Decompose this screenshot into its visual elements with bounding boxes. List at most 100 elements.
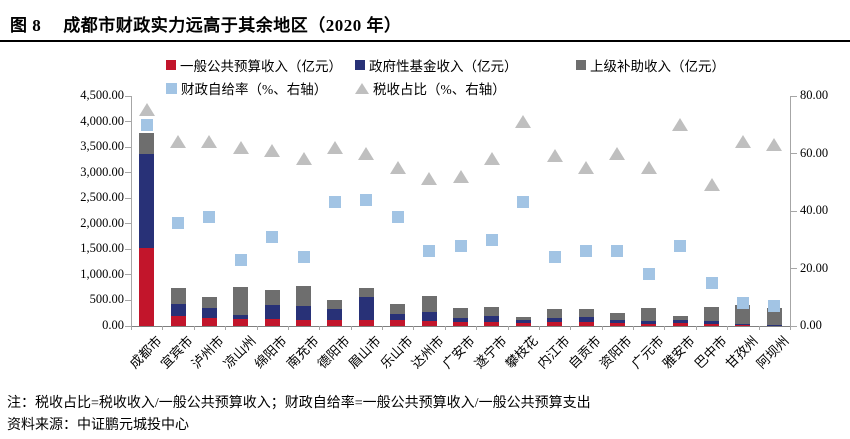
y-axis-tick-label: 0.00 xyxy=(102,318,124,332)
x-axis-tick xyxy=(507,326,509,330)
red-square-icon xyxy=(166,60,176,70)
bar-segment xyxy=(170,316,186,326)
x-axis-label: 内江市 xyxy=(534,333,573,372)
x-axis-label: 凉山州 xyxy=(220,333,259,372)
scatter-marker-square xyxy=(674,239,687,252)
scatter-marker-square xyxy=(611,245,624,258)
y-axis-left xyxy=(131,96,132,326)
bar-segment xyxy=(609,323,625,326)
gray-triangle-icon xyxy=(355,82,369,94)
bar-segment xyxy=(453,307,468,319)
bar-segment xyxy=(233,286,249,315)
bar-segment xyxy=(201,308,217,319)
y-axis-tick-label: 500.00 xyxy=(89,292,124,307)
bar-segment xyxy=(641,308,657,322)
bar-segment xyxy=(484,307,500,317)
scatter-marker-square xyxy=(266,230,279,243)
y-axis-tick xyxy=(125,95,131,97)
x-axis-label: 自贡市 xyxy=(565,333,604,372)
gray-square-icon xyxy=(576,60,586,70)
x-axis xyxy=(131,326,791,327)
scatter-marker-triangle xyxy=(358,146,375,160)
bar-segment xyxy=(704,324,720,326)
bar-segment xyxy=(484,316,500,322)
lightblue-square-icon xyxy=(166,82,177,94)
legend-label: 税收占比（%、右轴） xyxy=(373,82,506,97)
y-axis-tick-label: 1,500.00 xyxy=(80,241,124,256)
x-axis-label: 甘孜州 xyxy=(722,333,761,372)
x-axis-tick xyxy=(193,326,195,330)
y-axis-tick xyxy=(125,248,131,250)
x-axis-tick xyxy=(225,326,227,330)
footnote: 注：税收占比=税收收入/一般公共预算收入；财政自给率=一般公共预算收入/一般公共… xyxy=(7,396,591,411)
x-axis-tick xyxy=(633,326,635,330)
bar-segment xyxy=(390,313,406,320)
x-axis-label: 德阳市 xyxy=(314,333,353,372)
scatter-marker-triangle xyxy=(546,149,563,163)
x-axis-label: 泸州市 xyxy=(188,333,228,372)
legend-label: 一般公共预算收入（亿元） xyxy=(180,59,342,74)
y-axis-tick-label: 40.00 xyxy=(800,203,829,217)
y-axis-tick xyxy=(791,95,797,97)
legend-label: 政府性基金收入（亿元） xyxy=(369,59,518,74)
scatter-marker-triangle xyxy=(766,137,783,151)
scatter-marker-triangle xyxy=(578,160,595,174)
bar-segment xyxy=(735,324,751,326)
legend-item-tax-share: 税收占比（%、右轴） xyxy=(355,78,506,98)
scatter-marker-triangle xyxy=(672,117,689,131)
bar-segment xyxy=(296,319,312,326)
legend-label: 财政自给率（%、右轴） xyxy=(181,82,328,97)
y-axis-tick xyxy=(791,325,797,327)
bar-segment xyxy=(609,319,625,324)
scatter-marker-triangle xyxy=(170,135,187,148)
bar-segment xyxy=(641,323,657,326)
scatter-marker-triangle xyxy=(734,135,751,148)
y-axis-tick xyxy=(125,146,131,148)
x-axis-tick xyxy=(287,326,289,330)
bar-segment xyxy=(672,320,688,324)
x-axis-tick xyxy=(570,326,572,330)
bar-segment xyxy=(358,288,374,297)
x-axis-label: 绵阳市 xyxy=(251,333,290,372)
figure-title-text: 成都市财政实力远高于其余地区（2020 年） xyxy=(63,16,402,35)
bar-segment xyxy=(421,320,437,326)
bar-segment xyxy=(515,319,531,323)
bar-segment xyxy=(233,314,249,320)
legend-label: 上级补助收入（亿元） xyxy=(590,59,725,74)
bar-segment xyxy=(609,312,625,320)
bar-segment xyxy=(547,308,563,319)
x-axis-label: 达州市 xyxy=(408,333,447,372)
y-axis-tick xyxy=(125,299,131,301)
x-axis-label: 阿坝州 xyxy=(753,333,793,372)
bar-segment xyxy=(201,318,217,326)
bar-segment xyxy=(641,321,657,324)
bar-segment xyxy=(139,154,155,249)
scatter-marker-square xyxy=(580,245,593,258)
y-axis-tick xyxy=(791,268,797,269)
x-axis-label: 雅安市 xyxy=(659,333,698,372)
legend-item-general-budget-revenue: 一般公共预算收入（亿元） xyxy=(166,55,342,75)
scatter-marker-square xyxy=(203,210,216,223)
x-axis-label: 遂宁市 xyxy=(471,333,510,372)
scatter-marker-triangle xyxy=(452,169,469,183)
scatter-marker-triangle xyxy=(609,146,626,160)
scatter-marker-triangle xyxy=(421,172,438,186)
legend-item-fiscal-self-sufficiency: 财政自给率（%、右轴） xyxy=(166,78,327,98)
y-axis-tick-label: 0.00 xyxy=(800,318,822,332)
bar-segment xyxy=(390,319,406,326)
scatter-marker-triangle xyxy=(326,140,343,154)
x-axis-label: 广安市 xyxy=(440,333,479,372)
x-axis-label: 巴中市 xyxy=(691,333,730,372)
y-axis-tick-label: 1,000.00 xyxy=(80,266,124,281)
bar-segment xyxy=(264,304,280,319)
bar-segment xyxy=(233,319,249,326)
scatter-marker-square xyxy=(391,210,404,223)
scatter-marker-triangle xyxy=(232,140,249,154)
navy-square-icon xyxy=(355,60,365,70)
bar-segment xyxy=(264,289,280,305)
x-axis-label: 南充市 xyxy=(283,333,322,372)
scatter-marker-square xyxy=(360,193,373,206)
x-axis-tick xyxy=(131,326,132,330)
